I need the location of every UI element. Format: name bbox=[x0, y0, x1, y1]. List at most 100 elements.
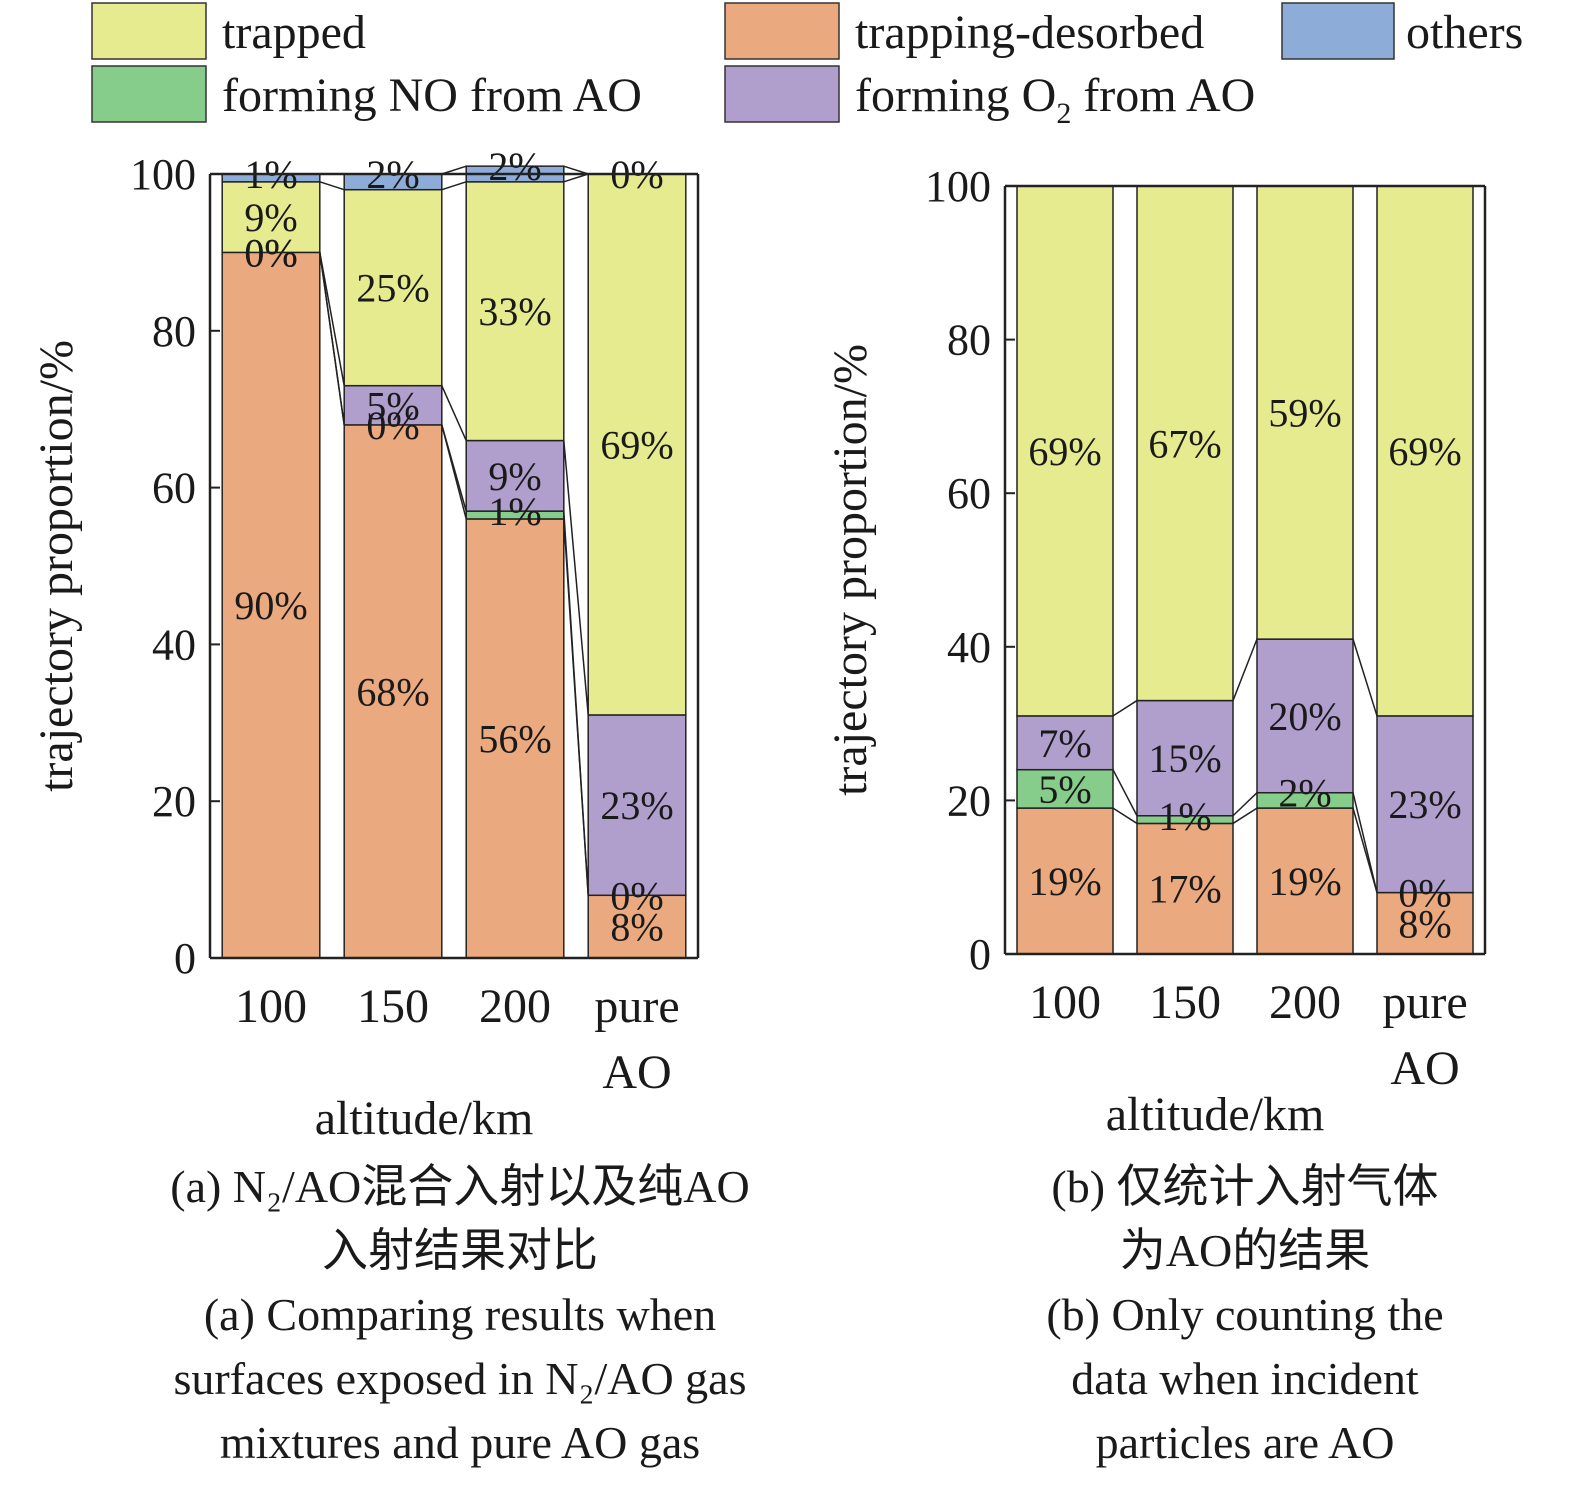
bar-trapped bbox=[1016, 185, 1114, 717]
legend-label-trapping_desorbed: trapping-desorbed bbox=[855, 6, 1204, 59]
data-label: 67% bbox=[1148, 421, 1221, 466]
data-label: 23% bbox=[600, 783, 673, 828]
legend-swatch-forming_o2 bbox=[724, 65, 840, 123]
data-label: 2% bbox=[1278, 771, 1331, 816]
ytick-label: 20 bbox=[152, 777, 196, 826]
connector-line bbox=[1112, 807, 1138, 825]
x-axis-title: altitude/km bbox=[1106, 1088, 1325, 1141]
ytick-label: 60 bbox=[152, 464, 196, 513]
data-label: 56% bbox=[478, 716, 551, 761]
connector-line bbox=[1112, 769, 1138, 817]
xtick-label: 150 bbox=[1149, 976, 1221, 1029]
connector-line bbox=[563, 173, 589, 183]
caption-a-en-line3: mixtures and pure AO gas bbox=[219, 1417, 701, 1468]
bar-trapped bbox=[1136, 185, 1234, 702]
caption-a: (a) N₂/AO混合入射以及纯AO 入射结果对比 (a) Comparing … bbox=[40, 1155, 880, 1475]
xtick-label: AO bbox=[602, 1046, 671, 1099]
ytick-label: 80 bbox=[152, 307, 196, 356]
bar-trapped bbox=[465, 181, 565, 442]
caption-b-cn-line2: 为AO的结果 bbox=[1119, 1225, 1371, 1276]
data-label: 1% bbox=[1158, 794, 1211, 839]
data-label: 59% bbox=[1268, 391, 1341, 436]
chart-a: 02040608010090%0%0%9%1%68%0%5%25%2%56%1%… bbox=[30, 144, 700, 1145]
data-label: 23% bbox=[1388, 782, 1461, 827]
connector-line bbox=[563, 511, 589, 896]
connector-line bbox=[319, 252, 345, 386]
bar-trapping-desorbed bbox=[1256, 807, 1354, 955]
connector-line bbox=[441, 424, 467, 512]
bar-trapping-desorbed bbox=[465, 518, 565, 959]
connector-line bbox=[1352, 792, 1378, 893]
data-label: 9% bbox=[488, 454, 541, 499]
legend-swatch-trapped bbox=[91, 2, 207, 60]
data-label: 0% bbox=[244, 230, 297, 275]
bar-forming-o2-from-ao bbox=[465, 439, 565, 512]
xtick-label: 100 bbox=[1029, 976, 1101, 1029]
caption-a-en-line2: surfaces exposed in N₂/AO gas bbox=[173, 1353, 747, 1404]
xtick-label: AO bbox=[1390, 1042, 1459, 1095]
x-axis-title: altitude/km bbox=[315, 1092, 534, 1145]
connector-line bbox=[1232, 807, 1258, 825]
connector-line bbox=[1352, 638, 1378, 717]
data-label: 2% bbox=[488, 144, 541, 189]
caption-b-cn-line1: (b) 仅统计入射气体 bbox=[1051, 1161, 1439, 1212]
ytick-label: 0 bbox=[969, 930, 991, 979]
bar-trapped bbox=[587, 173, 687, 716]
data-label: 25% bbox=[356, 266, 429, 311]
data-label: 5% bbox=[1038, 767, 1091, 812]
data-label: 8% bbox=[1398, 901, 1451, 946]
data-label: 0% bbox=[366, 403, 419, 448]
bar-forming-no-from-ao bbox=[1016, 768, 1114, 809]
bar-trapped bbox=[221, 181, 321, 254]
data-label: 0% bbox=[1398, 871, 1451, 916]
ytick-label: 0 bbox=[174, 934, 196, 983]
bar-forming-o2-from-ao bbox=[587, 714, 687, 897]
data-label: 33% bbox=[478, 289, 551, 334]
y-axis-title: trajectory proportion/% bbox=[30, 340, 83, 792]
connector-line bbox=[1232, 792, 1258, 817]
caption-b: (b) 仅统计入射气体 为AO的结果 (b) Only counting the… bbox=[900, 1155, 1575, 1475]
data-label: 19% bbox=[1268, 859, 1341, 904]
caption-a-cn-line2: 入射结果对比 bbox=[322, 1225, 598, 1276]
caption-a-cn-line1: (a) N₂/AO混合入射以及纯AO bbox=[170, 1161, 750, 1212]
data-label: 15% bbox=[1148, 736, 1221, 781]
data-label: 69% bbox=[600, 422, 673, 467]
y-axis-title: trajectory proportion/% bbox=[824, 344, 877, 796]
bar-trapped bbox=[1256, 185, 1354, 640]
caption-b-en-line3: particles are AO bbox=[1095, 1417, 1395, 1468]
bar-trapping-desorbed bbox=[587, 894, 687, 959]
connector-line bbox=[441, 181, 467, 191]
ytick-label: 40 bbox=[947, 623, 991, 672]
chart-b: 0 20 40 60 80 100 19% 5%7% 69% 17% 1% 15% 67% 19% 2% 20… bbox=[824, 162, 1487, 1141]
data-label: 0% bbox=[244, 230, 297, 275]
data-label: 5% bbox=[366, 383, 419, 428]
bar-trapped bbox=[1376, 185, 1474, 717]
data-label: 19% bbox=[1028, 859, 1101, 904]
connector-line bbox=[563, 440, 589, 716]
legend-swatch-others bbox=[1281, 2, 1395, 60]
ytick-label: 20 bbox=[947, 776, 991, 825]
connector-line bbox=[1232, 638, 1258, 701]
data-label: 90% bbox=[234, 583, 307, 628]
data-label: 7% bbox=[1038, 721, 1091, 766]
data-label: 1% bbox=[488, 489, 541, 534]
xtick-label: pure bbox=[1382, 976, 1467, 1029]
legend-swatch-forming_no bbox=[91, 65, 207, 123]
ytick-label: 80 bbox=[947, 316, 991, 365]
connector-line bbox=[441, 385, 467, 441]
data-label: 17% bbox=[1148, 867, 1221, 912]
bar-trapped bbox=[343, 188, 443, 387]
caption-a-en-line1: (a) Comparing results when bbox=[203, 1289, 717, 1340]
bar-trapping-desorbed bbox=[343, 424, 443, 959]
legend: trapped trapping-desorbed others forming NO… bbox=[91, 2, 1523, 130]
connector-line bbox=[441, 165, 467, 175]
ytick-label: 100 bbox=[925, 162, 991, 211]
connector-line bbox=[319, 181, 345, 191]
legend-label-forming_no: forming NO from AO bbox=[222, 69, 642, 122]
xtick-label: 150 bbox=[357, 980, 429, 1033]
bar-forming-o2-from-ao bbox=[1376, 715, 1474, 894]
xtick-label: 100 bbox=[235, 980, 307, 1033]
bar-forming-o2-from-ao bbox=[343, 384, 443, 426]
data-label: 9% bbox=[244, 195, 297, 240]
